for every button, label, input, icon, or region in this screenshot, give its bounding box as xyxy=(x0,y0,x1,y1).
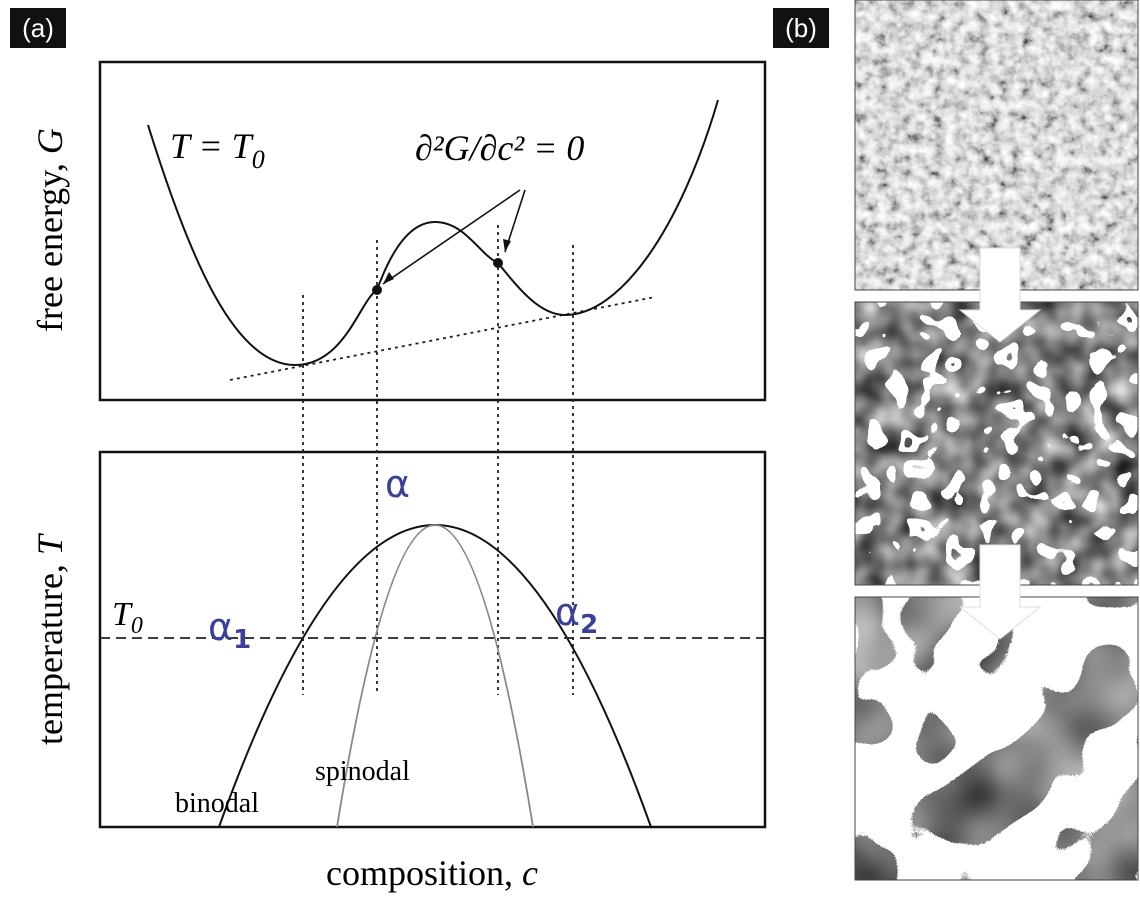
label-part: composition, xyxy=(326,853,513,893)
arrow-heads xyxy=(383,239,511,284)
late-stage-image xyxy=(855,597,1138,880)
figure: (a) T = T0 ∂²G/∂c² = 0 α α1 α2 T0 spinod… xyxy=(0,0,1140,903)
inflection-point xyxy=(493,258,503,268)
composition-axis-title: composition, c xyxy=(326,853,538,893)
equation-label: ∂²G/∂c² = 0 xyxy=(415,128,584,168)
label-part: T xyxy=(112,596,133,633)
condition-label: T = T0 xyxy=(170,126,265,174)
inflection-point xyxy=(372,285,382,295)
label-part: T xyxy=(30,532,70,555)
label-part: 0 xyxy=(131,613,143,639)
label-part: 1 xyxy=(233,625,251,655)
intermediate-stage-image xyxy=(855,302,1138,585)
free-energy-axis-title: free energy, G xyxy=(30,128,70,332)
label-part: 2 xyxy=(580,610,598,640)
label-part: c xyxy=(522,853,538,893)
label-part: free energy, xyxy=(30,163,70,332)
binodal-curve xyxy=(219,525,651,827)
phase-box xyxy=(100,452,765,827)
temperature-axis-title: temperature, T xyxy=(30,532,70,745)
label-part: T = T xyxy=(170,126,255,166)
panel-tag: (a) xyxy=(22,13,54,43)
binodal-label: binodal xyxy=(175,788,259,819)
alpha2-label: α2 xyxy=(555,590,598,640)
panel-tag: (b) xyxy=(785,13,817,43)
label-part: G xyxy=(30,128,70,154)
early-stage-image xyxy=(855,0,1138,290)
label-part: 0 xyxy=(252,145,265,174)
alpha-label: α xyxy=(385,462,410,506)
label-part: α xyxy=(555,590,580,634)
label-part: temperature, xyxy=(30,564,70,745)
t0-label: T0 xyxy=(112,596,143,639)
spinodal-label: spinodal xyxy=(315,756,410,787)
alpha1-label: α1 xyxy=(208,605,251,655)
label-part: α xyxy=(208,605,233,649)
